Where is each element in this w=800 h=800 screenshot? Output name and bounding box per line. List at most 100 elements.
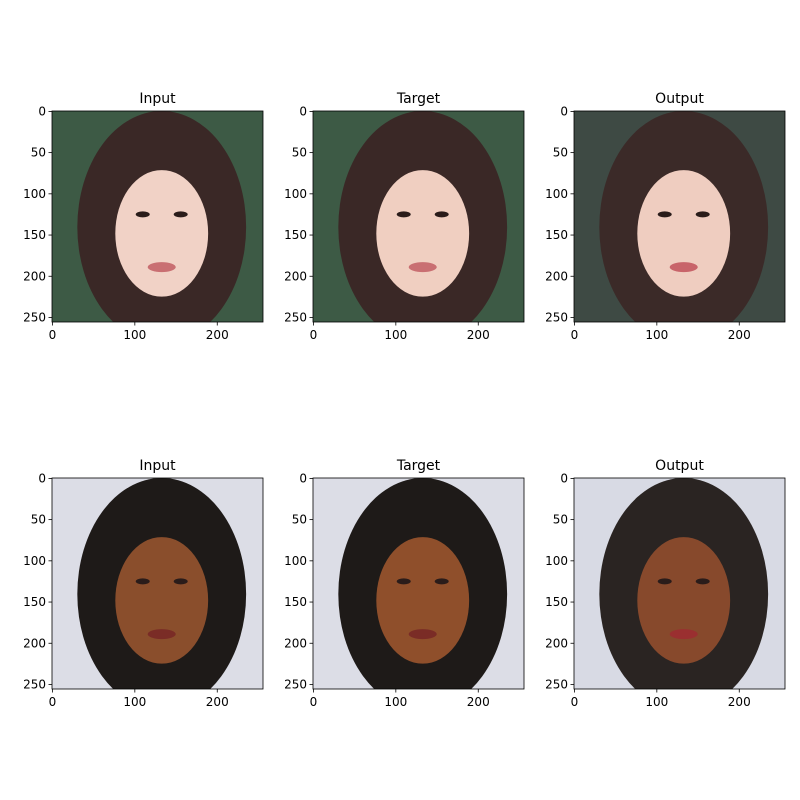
mouth: [147, 629, 176, 640]
face: [115, 537, 209, 664]
y-tick-label: 0: [38, 471, 46, 485]
y-tick-label: 0: [560, 104, 568, 118]
eye: [695, 211, 710, 218]
subplot-title: Input: [139, 458, 176, 474]
axes-frame: [312, 477, 525, 690]
y-tick-label: 250: [284, 310, 307, 324]
image: [574, 478, 785, 689]
face: [637, 170, 731, 297]
y-tick-label: 150: [545, 228, 568, 242]
eye: [695, 578, 710, 585]
y-tick-label: 100: [545, 187, 568, 201]
y-tick-label: 50: [553, 513, 568, 527]
y-tick-label: 0: [299, 471, 307, 485]
y-tick-label: 200: [23, 269, 46, 283]
y-tick-label: 250: [23, 677, 46, 691]
x-tick-label: 200: [467, 695, 490, 709]
y-tick-label: 50: [292, 513, 307, 527]
x-tick-label: 0: [571, 695, 579, 709]
face: [376, 170, 470, 297]
x-tick-label: 200: [728, 328, 751, 342]
x-tick-label: 0: [49, 695, 57, 709]
axes-frame: [312, 110, 525, 323]
eye: [135, 211, 150, 218]
subplot: Input 0 100 200 0 50 100 150 200 250: [23, 91, 264, 342]
subplot-title: Input: [139, 91, 176, 107]
y-tick-label: 250: [284, 677, 307, 691]
mouth: [408, 629, 437, 640]
y-tick-label: 150: [23, 595, 46, 609]
y-tick-label: 250: [23, 310, 46, 324]
image: [52, 478, 263, 689]
mouth: [408, 262, 437, 273]
y-tick-label: 100: [23, 554, 46, 568]
y-tick-label: 150: [545, 595, 568, 609]
face: [115, 170, 209, 297]
subplot: Target 0 100 200 0 50 100 150 200 250: [284, 91, 525, 342]
y-tick-label: 200: [23, 636, 46, 650]
x-tick-label: 100: [384, 695, 407, 709]
y-tick-label: 200: [284, 636, 307, 650]
x-tick-label: 100: [123, 695, 146, 709]
image: [313, 478, 524, 689]
subplot-title: Output: [655, 458, 704, 474]
axes-frame: [51, 477, 264, 690]
y-tick-label: 150: [284, 595, 307, 609]
x-tick-label: 100: [645, 328, 668, 342]
y-tick-label: 100: [23, 187, 46, 201]
subplot-title: Target: [396, 91, 441, 107]
face: [637, 537, 731, 664]
y-tick-label: 100: [545, 554, 568, 568]
eye: [135, 578, 150, 585]
eye: [657, 578, 672, 585]
y-tick-label: 50: [31, 146, 46, 160]
y-tick-label: 150: [284, 228, 307, 242]
x-tick-label: 200: [206, 695, 229, 709]
x-tick-label: 200: [467, 328, 490, 342]
subplot: Target 0 100 200 0 50 100 150 200 250: [284, 458, 525, 709]
y-tick-label: 200: [545, 269, 568, 283]
y-tick-label: 0: [38, 104, 46, 118]
eye: [434, 578, 449, 585]
y-tick-label: 150: [23, 228, 46, 242]
axes-frame: [51, 110, 264, 323]
x-tick-label: 0: [49, 328, 57, 342]
mouth: [669, 262, 698, 273]
y-tick-label: 50: [553, 146, 568, 160]
subplot-title: Output: [655, 91, 704, 107]
x-tick-label: 0: [310, 328, 318, 342]
eye: [396, 578, 411, 585]
y-tick-label: 250: [545, 677, 568, 691]
eye: [434, 211, 449, 218]
y-tick-label: 100: [284, 554, 307, 568]
eye: [657, 211, 672, 218]
image: [313, 111, 524, 322]
y-tick-label: 200: [545, 636, 568, 650]
y-tick-label: 0: [299, 104, 307, 118]
x-tick-label: 100: [645, 695, 668, 709]
eye: [173, 578, 188, 585]
subplot: Output 0 100 200 0 50 100 150 200 250: [545, 91, 786, 342]
axes-frame: [573, 477, 786, 690]
y-tick-label: 0: [560, 471, 568, 485]
x-tick-label: 100: [384, 328, 407, 342]
x-tick-label: 200: [206, 328, 229, 342]
y-tick-label: 100: [284, 187, 307, 201]
eye: [396, 211, 411, 218]
mouth: [669, 629, 698, 640]
x-tick-label: 100: [123, 328, 146, 342]
y-tick-label: 50: [292, 146, 307, 160]
y-tick-label: 50: [31, 513, 46, 527]
x-tick-label: 200: [728, 695, 751, 709]
y-tick-label: 250: [545, 310, 568, 324]
image: [52, 111, 263, 322]
subplot: Output 0 100 200 0 50 100 150 200 250: [545, 458, 786, 709]
image: [574, 111, 785, 322]
x-tick-label: 0: [310, 695, 318, 709]
face: [376, 537, 470, 664]
subplot-title: Target: [396, 458, 441, 474]
eye: [173, 211, 188, 218]
mouth: [147, 262, 176, 273]
axes-frame: [573, 110, 786, 323]
